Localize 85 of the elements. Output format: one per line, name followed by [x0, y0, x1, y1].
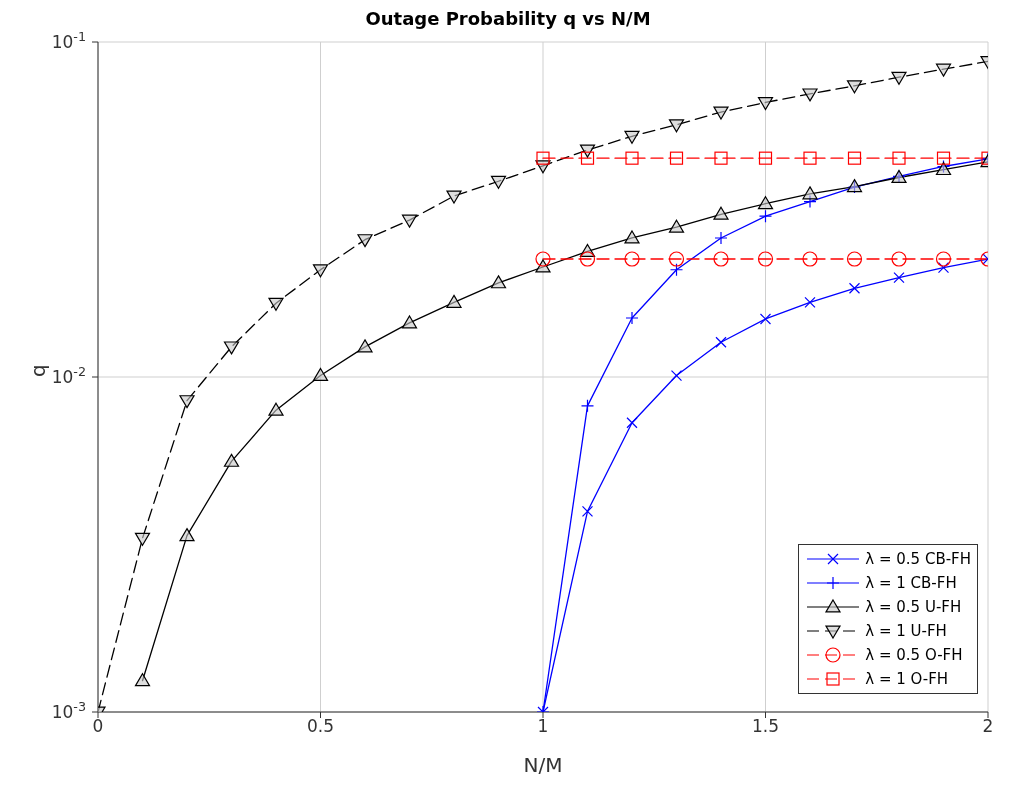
point	[804, 296, 816, 308]
point	[312, 367, 329, 382]
chart-title: Outage Probability q vs N/M	[365, 8, 651, 29]
point	[935, 251, 952, 267]
point	[802, 186, 818, 200]
point	[535, 251, 551, 267]
y-tick-label: 10$^{-3}$	[51, 698, 86, 722]
point	[223, 341, 240, 355]
y-tick-label: 10$^{-1}$	[51, 28, 86, 52]
point	[713, 106, 729, 120]
point	[848, 282, 861, 294]
point	[490, 175, 507, 189]
point	[580, 151, 595, 165]
point	[401, 214, 418, 228]
y-tick-label: 10$^{-2}$	[51, 363, 86, 387]
point	[668, 219, 685, 233]
point	[446, 294, 462, 308]
point	[179, 528, 195, 542]
point	[714, 231, 728, 245]
point	[847, 151, 862, 165]
legend-label: λ = 1 U-FH	[865, 622, 947, 640]
y-axis-title: q	[26, 364, 51, 377]
legend-label: λ = 1 O-FH	[865, 670, 949, 688]
point	[757, 196, 774, 210]
point	[846, 251, 863, 267]
point	[758, 209, 773, 223]
point	[134, 532, 151, 546]
point	[670, 369, 683, 382]
point	[715, 336, 727, 348]
point	[891, 71, 907, 85]
point	[713, 251, 729, 267]
point	[893, 272, 905, 284]
point	[802, 88, 818, 102]
x-tick-label: 0	[92, 716, 104, 737]
point	[759, 313, 772, 325]
point	[268, 402, 284, 416]
point	[668, 119, 685, 133]
point	[357, 339, 373, 353]
legend-label: λ = 0.5 CB-FH	[865, 550, 971, 568]
point	[134, 673, 151, 687]
x-axis-title: N/M	[523, 753, 563, 777]
legend-label: λ = 0.5 O-FH	[865, 646, 963, 664]
x-tick-label: 1.5	[751, 716, 780, 737]
point	[579, 144, 596, 158]
point	[535, 259, 551, 273]
point	[624, 130, 640, 144]
point	[802, 251, 818, 267]
x-tick-label: 2	[982, 716, 994, 737]
point	[757, 251, 774, 267]
point	[668, 251, 685, 267]
legend-label: λ = 1 CB-FH	[865, 574, 957, 592]
point	[268, 297, 284, 311]
point	[536, 151, 550, 165]
point	[846, 80, 863, 94]
legend-label: λ = 0.5 U-FH	[865, 598, 962, 616]
point	[624, 230, 640, 244]
x-tick-label: 0.5	[306, 716, 335, 737]
point	[669, 151, 684, 165]
point	[757, 96, 774, 111]
point	[803, 194, 817, 209]
point	[579, 251, 596, 267]
point	[580, 399, 595, 413]
point	[935, 63, 952, 77]
point	[401, 315, 418, 329]
point	[803, 151, 817, 165]
point	[669, 263, 684, 277]
point	[312, 264, 329, 278]
point	[758, 151, 773, 165]
point	[936, 151, 951, 165]
point	[490, 275, 507, 289]
point	[626, 417, 638, 429]
point	[625, 311, 639, 325]
point	[714, 151, 728, 165]
point	[937, 262, 950, 274]
point	[624, 251, 640, 267]
point	[625, 151, 639, 165]
point	[581, 505, 594, 518]
x-tick-label: 1	[537, 716, 549, 737]
point	[357, 234, 373, 248]
point	[892, 151, 906, 165]
point	[223, 453, 240, 467]
point	[446, 190, 462, 204]
point	[891, 251, 907, 267]
point	[179, 395, 195, 409]
point	[713, 206, 729, 220]
